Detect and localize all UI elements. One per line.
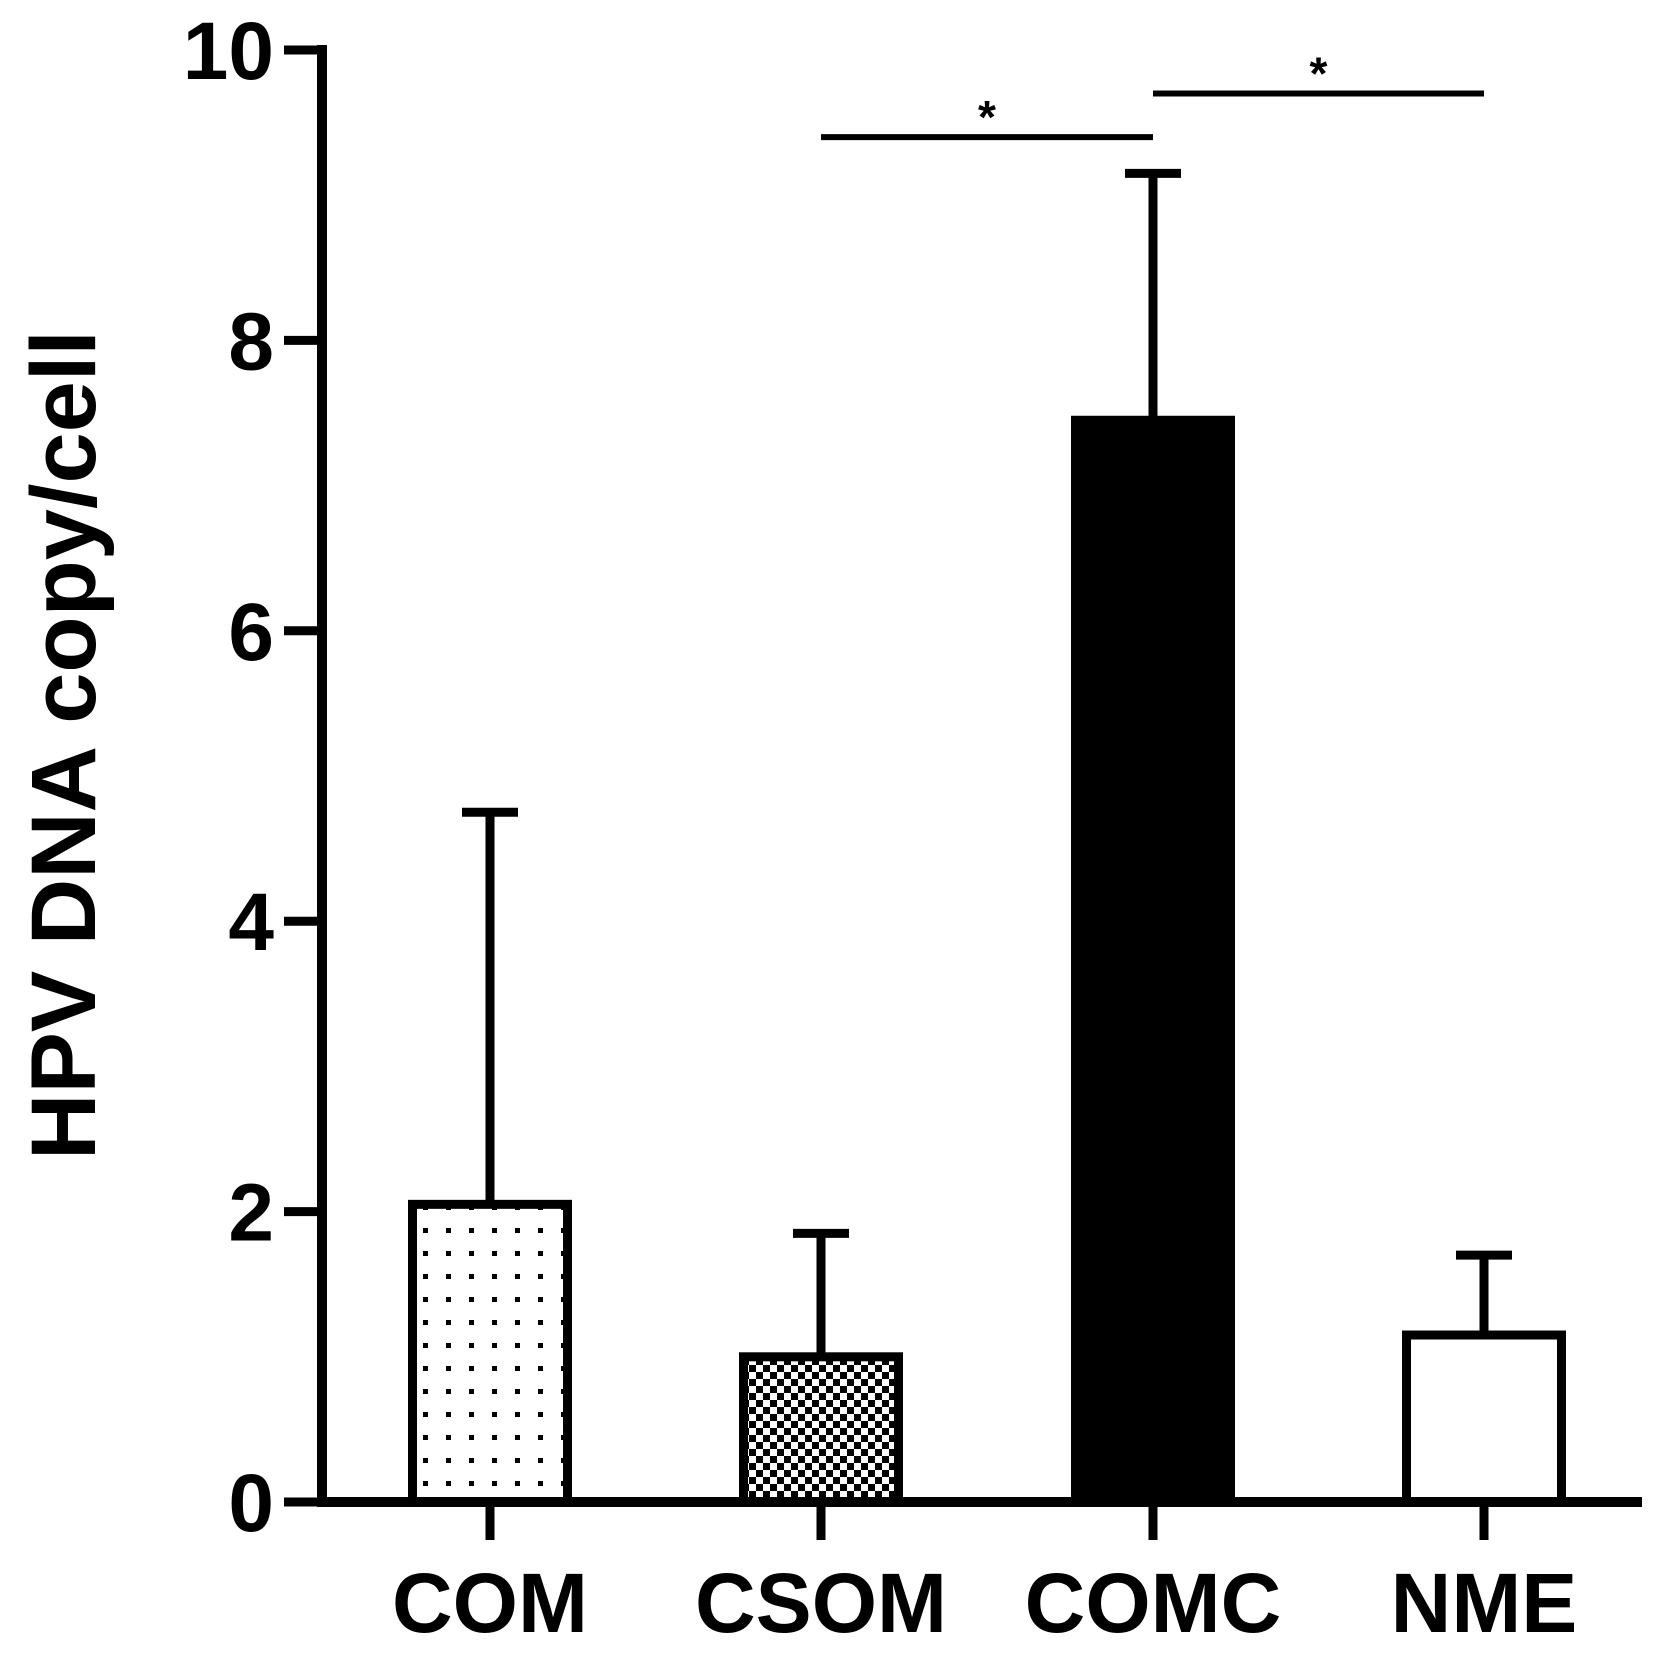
y-tick-label-10: 10 <box>183 6 274 97</box>
y-tick-label-8: 8 <box>228 296 274 387</box>
axes-group <box>317 45 1642 1507</box>
x-tick-label-nme: NME <box>1391 1556 1578 1650</box>
significance-group: ** <box>821 48 1484 143</box>
x-tick-label-com: COM <box>392 1556 588 1650</box>
y-tick-label-2: 2 <box>228 1168 274 1259</box>
y-tick-label-4: 4 <box>228 877 274 968</box>
x-tick-label-comc: COMC <box>1025 1556 1282 1650</box>
error-bars-group <box>462 168 1512 1357</box>
y-tick-label-0: 0 <box>228 1458 274 1549</box>
bar-comc <box>1071 415 1235 1507</box>
bar-nme <box>1402 1330 1566 1507</box>
y-tick-label-6: 6 <box>228 587 274 678</box>
bar-com <box>408 1199 572 1507</box>
bars-group <box>408 415 1566 1507</box>
x-tick-label-csom: CSOM <box>695 1556 947 1650</box>
y-axis-title: HPV DNA copy/cell <box>13 330 115 1160</box>
significance-label-2: * <box>1310 48 1328 100</box>
bar-csom <box>739 1352 903 1507</box>
x-ticks-group: COM CSOM COMC NME <box>392 1502 1577 1650</box>
significance-label-1: * <box>978 91 996 143</box>
y-ticks-group: 0 2 4 6 8 10 <box>183 6 322 1549</box>
